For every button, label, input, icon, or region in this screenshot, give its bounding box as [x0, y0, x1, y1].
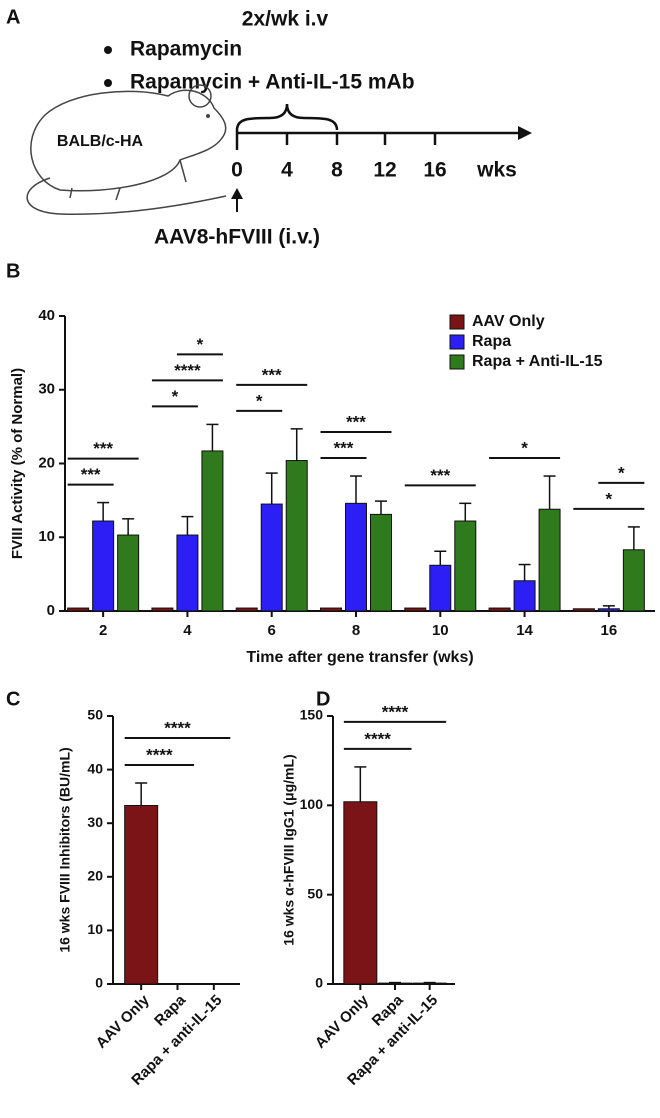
y-tick-label: 30 — [38, 381, 55, 398]
legend-label: AAV Only — [472, 313, 545, 330]
bar — [597, 608, 620, 612]
bar — [454, 520, 477, 612]
significance-label: * — [521, 439, 528, 458]
y-tick-label: 20 — [38, 454, 55, 471]
bullet — [104, 46, 112, 54]
y-tick-label: 100 — [300, 796, 324, 812]
injection: AAV8-hFVIII (i.v.) — [154, 226, 320, 249]
significance-label: **** — [164, 718, 191, 737]
bar — [176, 534, 199, 612]
timeline-label: wks — [476, 159, 517, 182]
x-tick-label: 2 — [99, 622, 107, 639]
significance-label: * — [172, 387, 179, 406]
treatment: Rapamycin + Anti-IL-15 mAb — [130, 71, 415, 94]
legend-swatch — [449, 314, 465, 330]
significance-label: * — [256, 391, 263, 410]
arrowhead — [518, 126, 532, 140]
y-tick-label: 20 — [87, 868, 103, 884]
timeline-label: 16 — [423, 159, 446, 182]
significance-label: **** — [146, 745, 173, 764]
y-axis-label: 16 wks FVIII Inhibitors (BU/mL) — [57, 747, 73, 952]
bar — [370, 513, 392, 612]
bullet — [104, 79, 112, 87]
bar — [488, 607, 511, 612]
x-tick-label: 10 — [432, 622, 449, 639]
bar — [572, 608, 595, 612]
y-tick-label: 10 — [87, 921, 103, 937]
bar — [285, 460, 308, 612]
significance-label: *** — [346, 413, 366, 432]
dosing: 2x/wk i.v — [242, 8, 329, 31]
timeline-label: 4 — [281, 159, 293, 182]
timeline-label: 8 — [331, 159, 343, 182]
bar — [345, 502, 367, 612]
x-tick-label: AAV Only — [93, 991, 154, 1052]
y-axis-label: 16 wks α-hFVIII IgG1 (μg/mL) — [281, 754, 297, 945]
bar — [67, 607, 90, 612]
significance-label: *** — [81, 465, 101, 484]
bar — [429, 564, 452, 612]
timeline-label: 0 — [231, 159, 243, 182]
y-tick-label: 40 — [87, 760, 103, 776]
significance-label: **** — [364, 729, 391, 748]
brace — [235, 103, 339, 131]
treatment: Rapamycin — [130, 38, 242, 61]
x-tick-label: 6 — [268, 622, 276, 639]
x-tick-label: 14 — [516, 622, 533, 639]
bar — [320, 607, 342, 612]
significance-label: *** — [430, 466, 450, 485]
legend-swatch — [449, 334, 465, 350]
bar — [260, 503, 283, 612]
x-tick-label: 16 — [601, 622, 618, 639]
y-tick-label: 10 — [38, 528, 55, 545]
panel-label: C — [6, 688, 20, 710]
x-tick-label: AAV Only — [312, 991, 373, 1052]
significance-label: * — [606, 489, 613, 508]
mouse-label: BALB/c-HA — [57, 133, 144, 150]
significance-label: **** — [382, 702, 409, 721]
significance-label: *** — [334, 439, 354, 458]
panel-label: A — [6, 6, 20, 28]
bar — [117, 534, 140, 612]
legend-label: Rapa — [472, 333, 511, 350]
x-axis-label: Time after gene transfer (wks) — [246, 649, 473, 666]
significance-label: * — [618, 463, 625, 482]
y-tick-label: 30 — [87, 814, 103, 830]
mouse — [26, 84, 227, 216]
y-tick-label: 0 — [315, 975, 323, 991]
x-tick-label: 4 — [183, 622, 192, 639]
arrowhead — [231, 188, 243, 199]
significance-label: *** — [93, 439, 113, 458]
bar — [124, 805, 159, 985]
x-tick-label: 8 — [352, 622, 360, 639]
legend-label: Rapa + Anti-IL-15 — [472, 353, 603, 370]
significance-label: *** — [262, 365, 282, 384]
legend-swatch — [449, 354, 465, 370]
diagram: 2x/wk i.v Rapamycin Rapamycin + Anti-IL-… — [26, 8, 532, 249]
bar — [151, 607, 174, 612]
bar — [92, 520, 115, 612]
timeline-label: 12 — [373, 159, 396, 182]
y-tick-label: 40 — [38, 307, 55, 324]
significance-label: **** — [174, 361, 201, 380]
y-tick-label: 0 — [47, 602, 55, 619]
bar — [235, 607, 258, 612]
significance-label: * — [197, 335, 204, 354]
y-tick-label: 150 — [300, 707, 324, 723]
bar — [513, 580, 536, 612]
y-axis-label: FVIII Activity (% of Normal) — [9, 368, 26, 559]
bar — [538, 508, 561, 612]
bar — [622, 549, 645, 612]
y-tick-label: 50 — [87, 707, 103, 723]
y-tick-label: 0 — [95, 975, 103, 991]
y-tick-label: 50 — [307, 885, 323, 901]
mouse-eye — [206, 114, 210, 118]
panel-label: B — [6, 260, 20, 282]
panel-label: D — [316, 688, 330, 710]
bar — [201, 450, 224, 612]
bar — [404, 607, 427, 612]
bar — [343, 801, 378, 985]
